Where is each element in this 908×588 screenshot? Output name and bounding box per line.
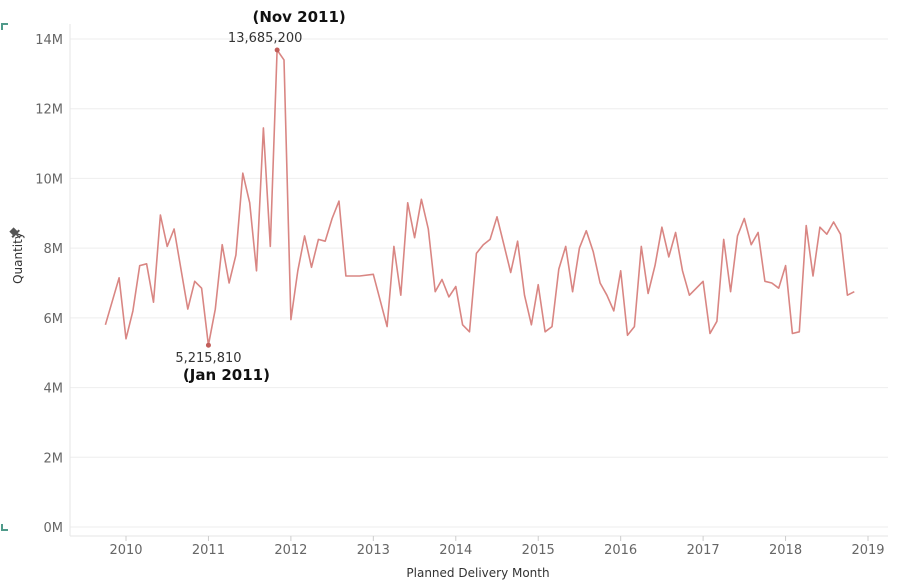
y-axis: 0M 2M 4M 6M 8M 10M 12M 14M [35, 33, 63, 536]
x-tick-label: 2012 [274, 543, 307, 558]
x-tick-label: 2018 [769, 543, 802, 558]
annotation-callout: (Nov 2011) [252, 8, 345, 26]
x-tick-label: 2019 [851, 543, 884, 558]
y-axis-title-group: Quantity [11, 232, 25, 284]
y-axis-title: Quantity [11, 232, 25, 284]
x-tick-label: 2015 [522, 543, 555, 558]
series-group [104, 49, 855, 346]
x-axis: 2010 2011 2012 2013 2014 2015 2016 2017 2018 2019 [109, 536, 885, 558]
annotation-marker [274, 47, 280, 53]
x-axis-title: Planned Delivery Month [406, 566, 549, 580]
annotation-value-label: 13,685,200 [228, 31, 302, 46]
y-tick-label: 12M [35, 103, 63, 118]
y-tick-label: 0M [44, 521, 64, 536]
x-tick-label: 2014 [439, 543, 472, 558]
y-tick-label: 2M [44, 451, 64, 466]
series-line [104, 49, 855, 346]
x-tick-label: 2016 [604, 543, 637, 558]
x-tick-label: 2013 [357, 543, 390, 558]
frame-corner-top-left [1, 23, 8, 30]
annotations: 13,685,200 (Nov 2011) 5,215,810(Jan 2011) [175, 8, 345, 384]
annotation-marker [205, 342, 211, 348]
y-tick-label: 6M [44, 312, 64, 327]
y-tick-label: 8M [44, 242, 64, 257]
frame-corner-bottom-left [1, 524, 8, 531]
y-tick-label: 4M [44, 382, 64, 397]
x-tick-label: 2010 [109, 543, 142, 558]
x-tick-label: 2017 [687, 543, 720, 558]
annotation-value-label: 5,215,810 [175, 351, 241, 366]
x-tick-label: 2011 [192, 543, 225, 558]
y-tick-label: 14M [35, 33, 63, 48]
gridlines [69, 24, 888, 537]
annotation-callout: (Jan 2011) [183, 366, 270, 384]
y-tick-label: 10M [35, 172, 63, 187]
